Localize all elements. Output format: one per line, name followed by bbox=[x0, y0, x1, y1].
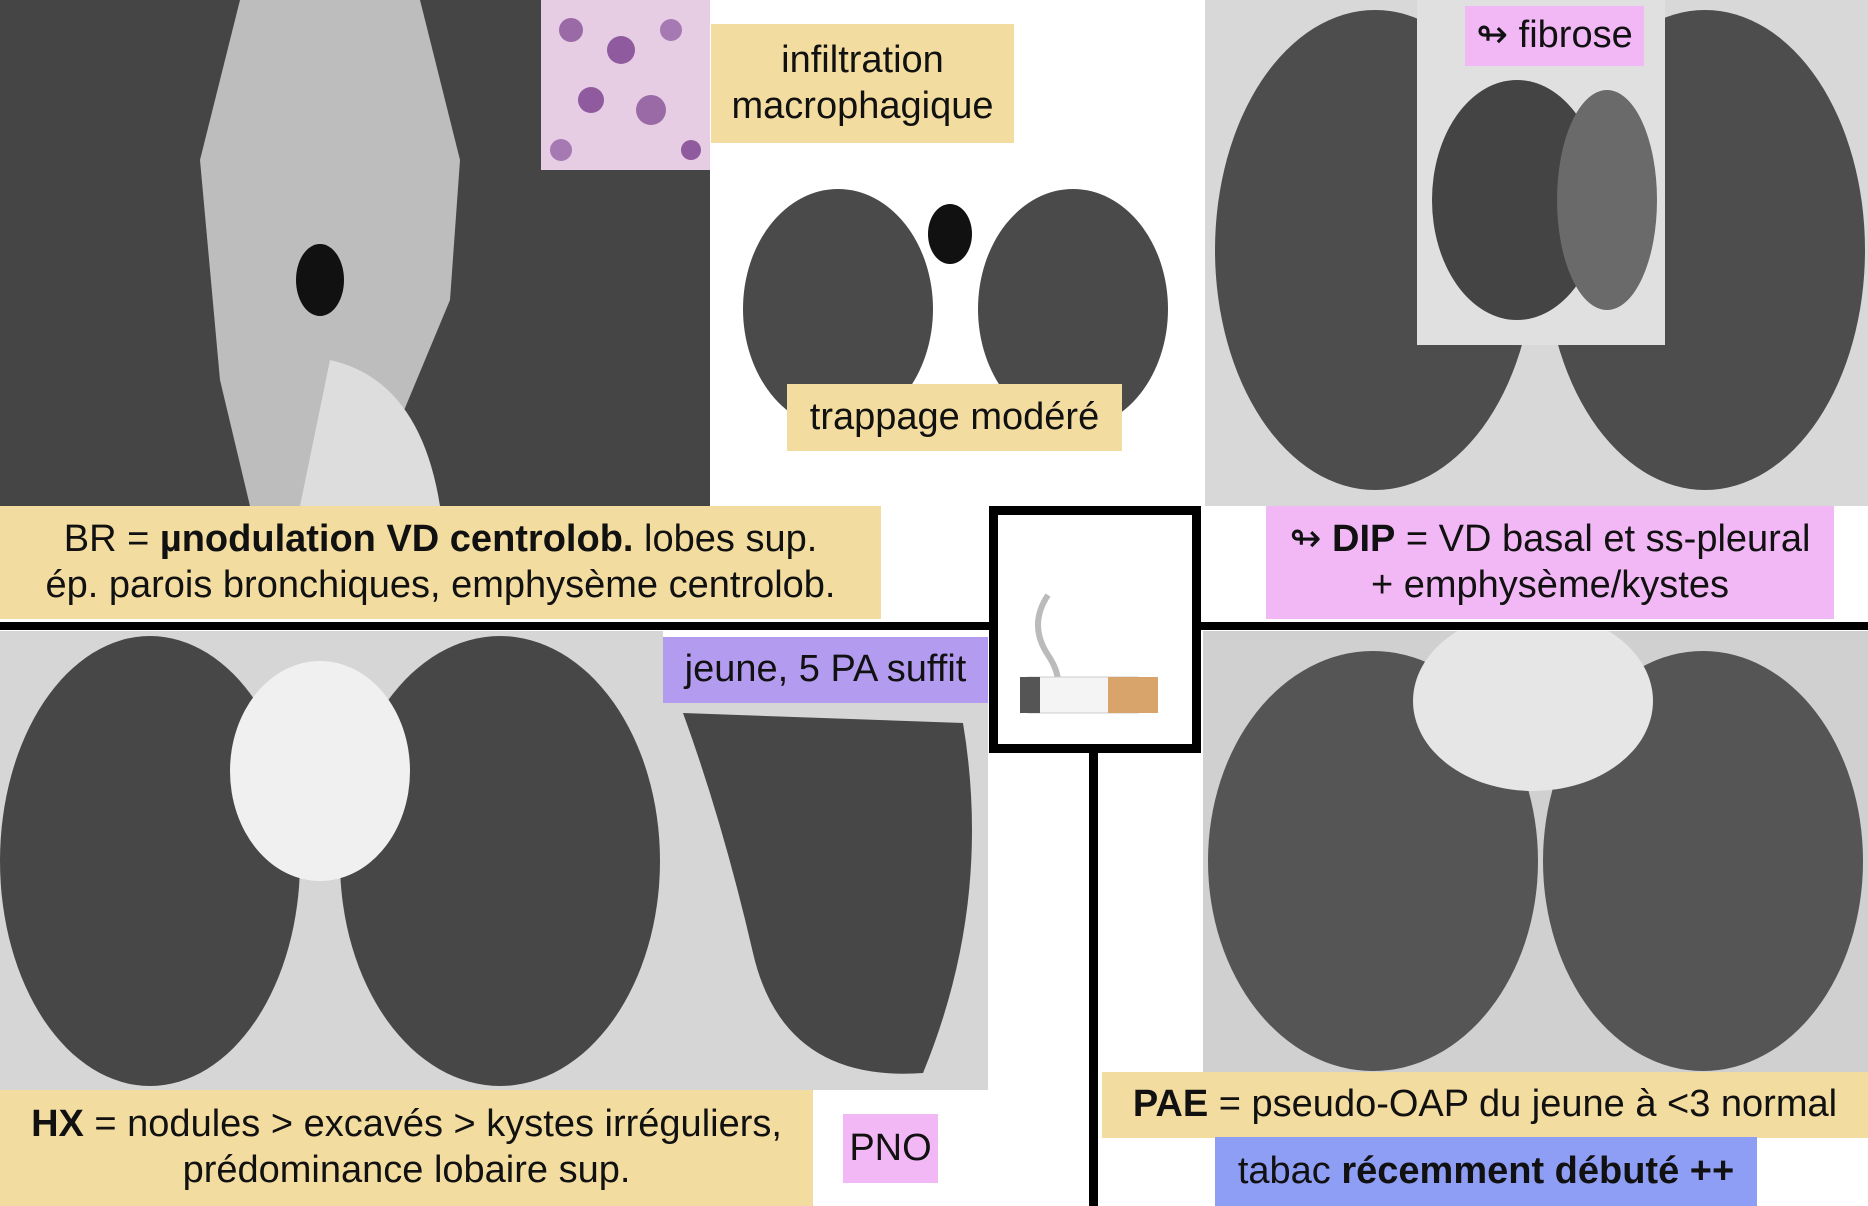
separator bbox=[0, 622, 989, 630]
label-line: PAE = pseudo-OAP du jeune à <3 normal bbox=[1133, 1082, 1837, 1128]
label-text: = nodules > excavés > kystes irréguliers… bbox=[83, 1103, 782, 1146]
label-line: jeune, 5 PA suffit bbox=[684, 648, 967, 691]
br-label: BR = µnodulation VD centrolob. lobes sup… bbox=[0, 506, 881, 619]
label-bold: µnodulation VD centrolob. bbox=[159, 517, 634, 560]
dip-label: ↬ DIP = VD basal et ss-pleural + emphysè… bbox=[1266, 506, 1834, 619]
label-text: ↬ bbox=[1289, 517, 1332, 560]
ct-image bbox=[1203, 631, 1868, 1072]
histology-image bbox=[541, 0, 710, 170]
ct-drawing bbox=[743, 189, 1168, 429]
ct-image bbox=[1205, 0, 1868, 506]
inset-drawing bbox=[1432, 80, 1657, 320]
histology-label: infiltration macrophagique bbox=[711, 24, 1014, 143]
label-bold: PAE bbox=[1132, 1083, 1209, 1126]
label-text: BR = bbox=[63, 517, 160, 560]
cigarette-drawing bbox=[1020, 593, 1158, 714]
ct-drawing bbox=[683, 713, 972, 1074]
ct-drawing bbox=[1208, 631, 1863, 1071]
tobacco-label: tabac récemment débuté ++ bbox=[1215, 1137, 1757, 1206]
label-text: = VD basal et ss-pleural bbox=[1395, 517, 1811, 560]
label-line: macrophagique bbox=[731, 84, 994, 127]
cigarette-box bbox=[989, 506, 1201, 753]
label-bold: récemment débuté ++ bbox=[1341, 1149, 1735, 1192]
label-line: tabac récemment débuté ++ bbox=[1238, 1149, 1734, 1195]
fibrosis-label: ↬ fibrose bbox=[1465, 6, 1644, 66]
separator bbox=[1201, 622, 1868, 630]
separator bbox=[1089, 753, 1098, 1206]
young-label: jeune, 5 PA suffit bbox=[663, 637, 988, 703]
label-line: ↬ DIP = VD basal et ss-pleural bbox=[1290, 517, 1811, 563]
label-line: ↬ fibrose bbox=[1476, 14, 1633, 57]
pae-label: PAE = pseudo-OAP du jeune à <3 normal bbox=[1102, 1072, 1868, 1138]
label-text: = pseudo-OAP du jeune à <3 normal bbox=[1208, 1083, 1838, 1126]
ct-drawing bbox=[200, 0, 460, 506]
label-text: lobes sup. bbox=[633, 517, 818, 560]
ct-image bbox=[0, 631, 663, 1090]
label-line: PNO bbox=[849, 1126, 932, 1169]
label-line: prédominance lobaire sup. bbox=[182, 1149, 631, 1191]
label-line: ép. parois bronchiques, emphysème centro… bbox=[45, 563, 836, 606]
label-line: + emphysème/kystes bbox=[1371, 563, 1729, 606]
label-bold: HX bbox=[31, 1103, 84, 1146]
label-line: trappage modéré bbox=[809, 395, 1100, 438]
histology-drawing bbox=[550, 18, 701, 161]
ct-drawing bbox=[0, 636, 660, 1086]
trapping-label: trappage modéré bbox=[787, 384, 1122, 451]
label-line: infiltration bbox=[781, 38, 944, 81]
ct-image bbox=[663, 703, 988, 1090]
hx-label: HX = nodules > excavés > kystes irréguli… bbox=[0, 1090, 813, 1206]
label-bold: DIP bbox=[1332, 517, 1396, 560]
label-line: HX = nodules > excavés > kystes irréguli… bbox=[31, 1102, 782, 1148]
label-text: tabac bbox=[1237, 1149, 1342, 1192]
pno-label: PNO bbox=[843, 1114, 938, 1183]
label-line: BR = µnodulation VD centrolob. lobes sup… bbox=[64, 517, 818, 563]
